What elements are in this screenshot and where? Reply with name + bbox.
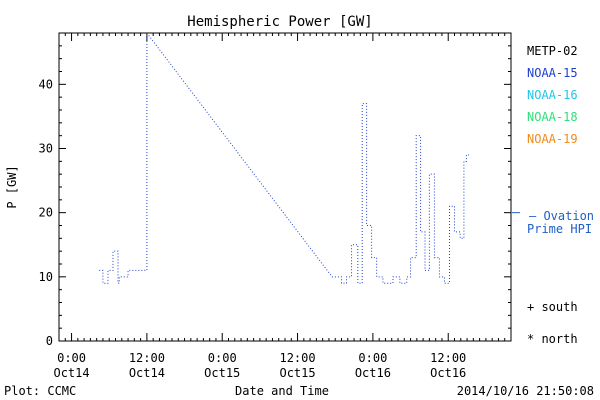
- x-tick-date-label: Oct16: [355, 366, 391, 380]
- x-axis: 0:00Oct1412:00Oct140:00Oct1512:00Oct150:…: [53, 33, 512, 380]
- plot-timestamp: 2014/10/16 21:50:08: [457, 384, 594, 398]
- x-tick-time-label: 0:00: [208, 351, 237, 365]
- x-tick-date-label: Oct15: [204, 366, 240, 380]
- south-marker-label: + south: [527, 300, 578, 314]
- legend-entry: NOAA-19: [527, 132, 578, 146]
- hpi-series-line: [99, 31, 469, 284]
- x-tick-date-label: Oct16: [430, 366, 466, 380]
- hpi-legend: — Ovation Prime HPI: [512, 209, 594, 236]
- y-axis-label: P [GW]: [5, 165, 19, 208]
- plot-frame: [58, 32, 512, 342]
- north-marker-label: * north: [527, 332, 578, 346]
- x-tick-date-label: Oct14: [129, 366, 165, 380]
- x-tick-time-label: 12:00: [129, 351, 165, 365]
- legend-entry: NOAA-18: [527, 110, 578, 124]
- legend-entry: METP-02: [527, 44, 578, 58]
- hpi-label-line1: — Ovation: [529, 209, 594, 223]
- legend-entry: NOAA-16: [527, 88, 578, 102]
- x-axis-label: Date and Time: [235, 384, 329, 398]
- series-layer: [99, 31, 469, 284]
- y-tick-label: 10: [39, 270, 53, 284]
- legend: METP-02 NOAA-15 NOAA-16 NOAA-18 NOAA-19: [527, 44, 578, 146]
- x-tick-date-label: Oct15: [279, 366, 315, 380]
- plot-source: Plot: CCMC: [4, 384, 76, 398]
- chart-title: Hemispheric Power [GW]: [187, 14, 372, 30]
- y-tick-label: 0: [46, 334, 53, 348]
- x-tick-date-label: Oct14: [53, 366, 89, 380]
- x-tick-time-label: 12:00: [430, 351, 466, 365]
- x-tick-time-label: 0:00: [57, 351, 86, 365]
- y-tick-label: 40: [39, 77, 53, 91]
- y-tick-label: 20: [39, 206, 53, 220]
- legend-entry: NOAA-15: [527, 66, 578, 80]
- hpi-label-line2: Prime HPI: [527, 222, 592, 236]
- x-tick-time-label: 12:00: [279, 351, 315, 365]
- y-tick-label: 30: [39, 142, 53, 156]
- y-axis: 0 10 20 30 40: [39, 32, 511, 348]
- x-tick-time-label: 0:00: [358, 351, 387, 365]
